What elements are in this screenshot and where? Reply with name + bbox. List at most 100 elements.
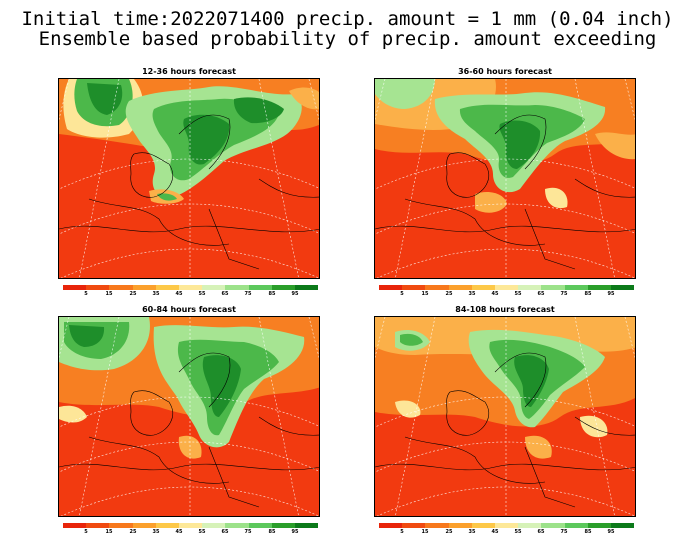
legend-swatch bbox=[225, 523, 249, 528]
figure-title-line-2: Ensemble based probability of precip. am… bbox=[38, 28, 657, 50]
legend-swatch bbox=[294, 285, 319, 290]
legend-label: 55 bbox=[198, 529, 206, 535]
legend-swatch bbox=[132, 523, 156, 528]
legend-color-bar bbox=[379, 285, 635, 290]
legend-label: 75 bbox=[244, 291, 252, 297]
panel-2-title: 36-60 hours forecast bbox=[458, 67, 552, 76]
legend-swatch bbox=[425, 285, 449, 290]
legend-swatch bbox=[109, 285, 133, 290]
legend-label: 65 bbox=[537, 529, 545, 535]
legend-swatch bbox=[294, 523, 319, 528]
legend-label: 55 bbox=[514, 529, 522, 535]
legend-swatch bbox=[271, 523, 295, 528]
legend-swatch bbox=[225, 285, 249, 290]
legend-label: 35 bbox=[152, 529, 160, 535]
legend-swatch bbox=[494, 285, 519, 290]
panel-3-title: 60-84 hours forecast bbox=[142, 305, 236, 314]
legend-label: 35 bbox=[468, 291, 476, 297]
panel-1-map bbox=[58, 78, 320, 279]
legend-swatch bbox=[610, 523, 635, 528]
legend-swatch bbox=[132, 285, 156, 290]
legend-swatch bbox=[564, 285, 588, 290]
legend-label: 95 bbox=[607, 291, 615, 297]
legend-label: 95 bbox=[291, 291, 299, 297]
panel-4-map bbox=[374, 316, 636, 517]
legend-label: 25 bbox=[129, 529, 137, 535]
legend-label: 15 bbox=[421, 529, 429, 535]
legend-swatch bbox=[425, 523, 449, 528]
legend-label: 65 bbox=[221, 291, 229, 297]
figure-title-line-1: Initial time:2022071400 precip. amount =… bbox=[21, 8, 674, 30]
legend-label: 5 bbox=[400, 291, 404, 297]
legend-label: 85 bbox=[268, 291, 276, 297]
legend-swatch bbox=[86, 523, 110, 528]
legend-swatch bbox=[471, 523, 495, 528]
legend-swatch bbox=[518, 523, 542, 528]
legend-label: 25 bbox=[445, 529, 453, 535]
legend-label: 85 bbox=[268, 529, 276, 535]
legend-swatch bbox=[518, 285, 542, 290]
legend-label: 45 bbox=[175, 529, 183, 535]
legend-panel-3: 5 15 25 35 45 55 65 75 85 95 bbox=[63, 523, 319, 537]
legend-label: 45 bbox=[175, 291, 183, 297]
legend-swatch bbox=[587, 523, 611, 528]
legend-color-bar bbox=[63, 523, 319, 528]
legend-swatch bbox=[541, 285, 565, 290]
legend-swatch bbox=[178, 285, 203, 290]
legend-swatch bbox=[587, 285, 611, 290]
legend-swatch bbox=[271, 285, 295, 290]
panel-2-map bbox=[374, 78, 636, 279]
legend-swatch bbox=[402, 523, 426, 528]
legend-swatch bbox=[63, 285, 87, 290]
legend-label: 65 bbox=[537, 291, 545, 297]
legend-panel-2: 5 15 25 35 45 55 65 75 85 95 bbox=[379, 285, 635, 299]
legend-label: 95 bbox=[607, 529, 615, 535]
legend-label: 25 bbox=[129, 291, 137, 297]
legend-label: 45 bbox=[491, 529, 499, 535]
legend-swatch bbox=[448, 523, 472, 528]
legend-swatch bbox=[402, 285, 426, 290]
legend-swatch bbox=[610, 285, 635, 290]
legend-label: 85 bbox=[584, 291, 592, 297]
legend-label: 85 bbox=[584, 529, 592, 535]
legend-label: 65 bbox=[221, 529, 229, 535]
legend-swatch bbox=[541, 523, 565, 528]
panel-1-title: 12-36 hours forecast bbox=[142, 67, 236, 76]
legend-swatch bbox=[155, 523, 179, 528]
legend-swatch bbox=[202, 285, 226, 290]
legend-label: 45 bbox=[491, 291, 499, 297]
legend-swatch bbox=[379, 523, 403, 528]
legend-swatch bbox=[155, 285, 179, 290]
legend-swatch bbox=[86, 285, 110, 290]
legend-swatch bbox=[448, 285, 472, 290]
legend-swatch bbox=[202, 523, 226, 528]
panel-3-map bbox=[58, 316, 320, 517]
legend-color-bar bbox=[63, 285, 319, 290]
panel-4-title: 84-108 hours forecast bbox=[455, 305, 555, 314]
legend-label: 5 bbox=[400, 529, 404, 535]
legend-label: 95 bbox=[291, 529, 299, 535]
legend-swatch bbox=[564, 523, 588, 528]
legend-label: 15 bbox=[105, 291, 113, 297]
legend-label: 5 bbox=[84, 291, 88, 297]
legend-swatch bbox=[379, 285, 403, 290]
legend-label: 55 bbox=[198, 291, 206, 297]
legend-label: 75 bbox=[244, 529, 252, 535]
legend-label: 25 bbox=[445, 291, 453, 297]
legend-swatch bbox=[471, 285, 495, 290]
legend-panel-4: 5 15 25 35 45 55 65 75 85 95 bbox=[379, 523, 635, 537]
legend-label: 55 bbox=[514, 291, 522, 297]
legend-panel-1: 5 15 25 35 45 55 65 75 85 95 bbox=[63, 285, 319, 299]
legend-label: 35 bbox=[152, 291, 160, 297]
legend-label: 35 bbox=[468, 529, 476, 535]
legend-label: 15 bbox=[421, 291, 429, 297]
legend-label: 75 bbox=[560, 291, 568, 297]
legend-swatch bbox=[248, 285, 272, 290]
legend-label: 15 bbox=[105, 529, 113, 535]
legend-swatch bbox=[248, 523, 272, 528]
legend-swatch bbox=[109, 523, 133, 528]
legend-swatch bbox=[178, 523, 203, 528]
legend-color-bar bbox=[379, 523, 635, 528]
legend-label: 5 bbox=[84, 529, 88, 535]
legend-swatch bbox=[63, 523, 87, 528]
